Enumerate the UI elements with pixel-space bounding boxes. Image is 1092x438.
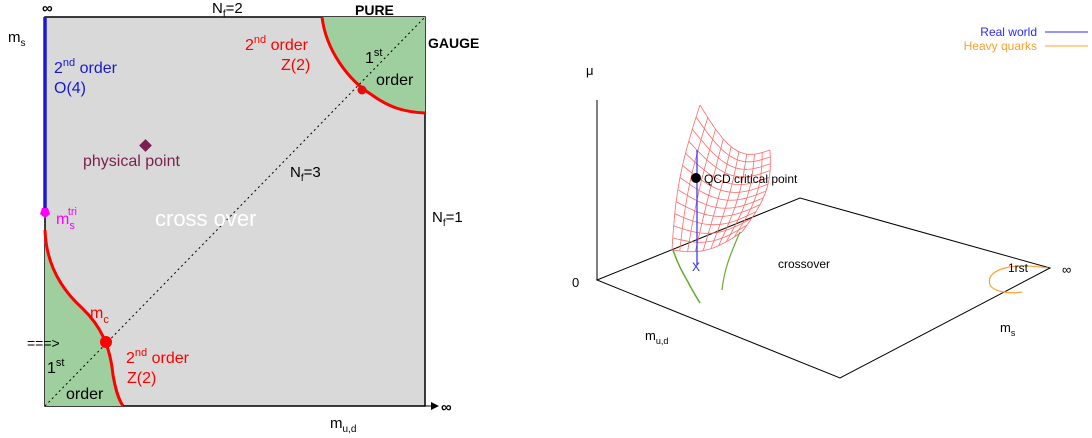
mc-arrow-label: ===> <box>27 335 60 351</box>
o4-order-label: 2nd order <box>54 57 118 77</box>
qcd-3d-diagram: Real world Heavy quarks μ 0 ∞ mu,d ms cr… <box>572 25 1088 379</box>
surface-mesh-line <box>677 189 764 209</box>
nf1-label: Nf=1 <box>432 209 463 229</box>
mc-point <box>100 336 112 348</box>
first-light-word: order <box>66 386 104 403</box>
first-label-3d: 1rst <box>1008 261 1029 275</box>
surface-mesh-line <box>695 116 771 163</box>
tricritical-point <box>40 208 50 218</box>
first-heavy-word: order <box>376 72 414 89</box>
surface-mesh-line <box>675 201 761 217</box>
ms-tri-label: mstri <box>56 206 77 232</box>
z2-heavy-order-label: 2nd order <box>245 34 309 54</box>
crossover-label-3d: crossover <box>778 257 830 271</box>
first-order-region-light <box>45 230 123 406</box>
surface-mesh-line <box>688 141 771 178</box>
surface-mesh-line <box>672 224 748 243</box>
heavy-quarks-curve <box>988 265 1049 294</box>
first-order-region-heavy <box>322 17 425 113</box>
mc-label: mc <box>90 305 109 326</box>
real-world-x: X <box>692 260 700 274</box>
critical-surface <box>671 104 771 253</box>
mud-axis-label-3d: mu,d <box>645 328 668 346</box>
physical-point-marker <box>139 139 152 152</box>
surface-edge-front <box>672 249 701 304</box>
surface-mesh-line <box>685 153 770 185</box>
surface-mesh-line <box>673 217 752 234</box>
infinity-label: ∞ <box>1062 262 1071 277</box>
surface-mesh-line <box>691 128 771 170</box>
crossover-label: cross over <box>155 206 256 231</box>
surface-mesh-line <box>699 104 771 155</box>
qcd-critical-point <box>691 173 701 183</box>
surface-mesh-line <box>679 177 767 201</box>
z2-light-label: Z(2) <box>127 370 156 387</box>
surface-mesh-line <box>671 231 743 253</box>
surface-mesh-line <box>674 211 757 226</box>
origin-label: 0 <box>572 275 579 290</box>
base-plane <box>595 197 1052 379</box>
z2-light-order-label: 2nd order <box>126 347 190 367</box>
surface-edge-back <box>721 231 741 291</box>
right-infinity: ∞ <box>441 399 452 416</box>
first-heavy-num: 1st <box>365 47 382 67</box>
first-light-num: 1st <box>47 357 64 377</box>
legend-real-world: Real world <box>980 25 1037 39</box>
legend-heavy-quarks: Heavy quarks <box>964 39 1037 53</box>
legend: Real world Heavy quarks <box>964 25 1088 53</box>
heavy-critical-point <box>357 85 367 95</box>
qcd-critical-point-label: QCD critical point <box>704 172 798 186</box>
mud-axis-label: mu,d <box>330 415 356 435</box>
ms-axis-label-3d: ms <box>1000 320 1016 338</box>
z2-heavy-label: Z(2) <box>281 57 310 74</box>
ms-axis-label: ms <box>8 29 26 49</box>
z2-line-heavy <box>320 16 426 115</box>
pure-label: PURE <box>355 2 394 18</box>
z2-line-light <box>43 229 125 407</box>
nf3-label: Nf=3 <box>290 164 321 184</box>
nf2-label: Nf=2 <box>212 0 243 20</box>
columbia-plot: ∞ ∞ ms mu,d Nf=2 Nf=1 Nf=3 PURE GAUGE 2n… <box>8 0 479 435</box>
o4-label: O(4) <box>54 80 86 97</box>
physical-point-label: physical point <box>83 153 181 170</box>
top-infinity: ∞ <box>42 0 53 17</box>
gauge-label: GAUGE <box>428 35 479 51</box>
mu-axis-label: μ <box>586 63 594 78</box>
